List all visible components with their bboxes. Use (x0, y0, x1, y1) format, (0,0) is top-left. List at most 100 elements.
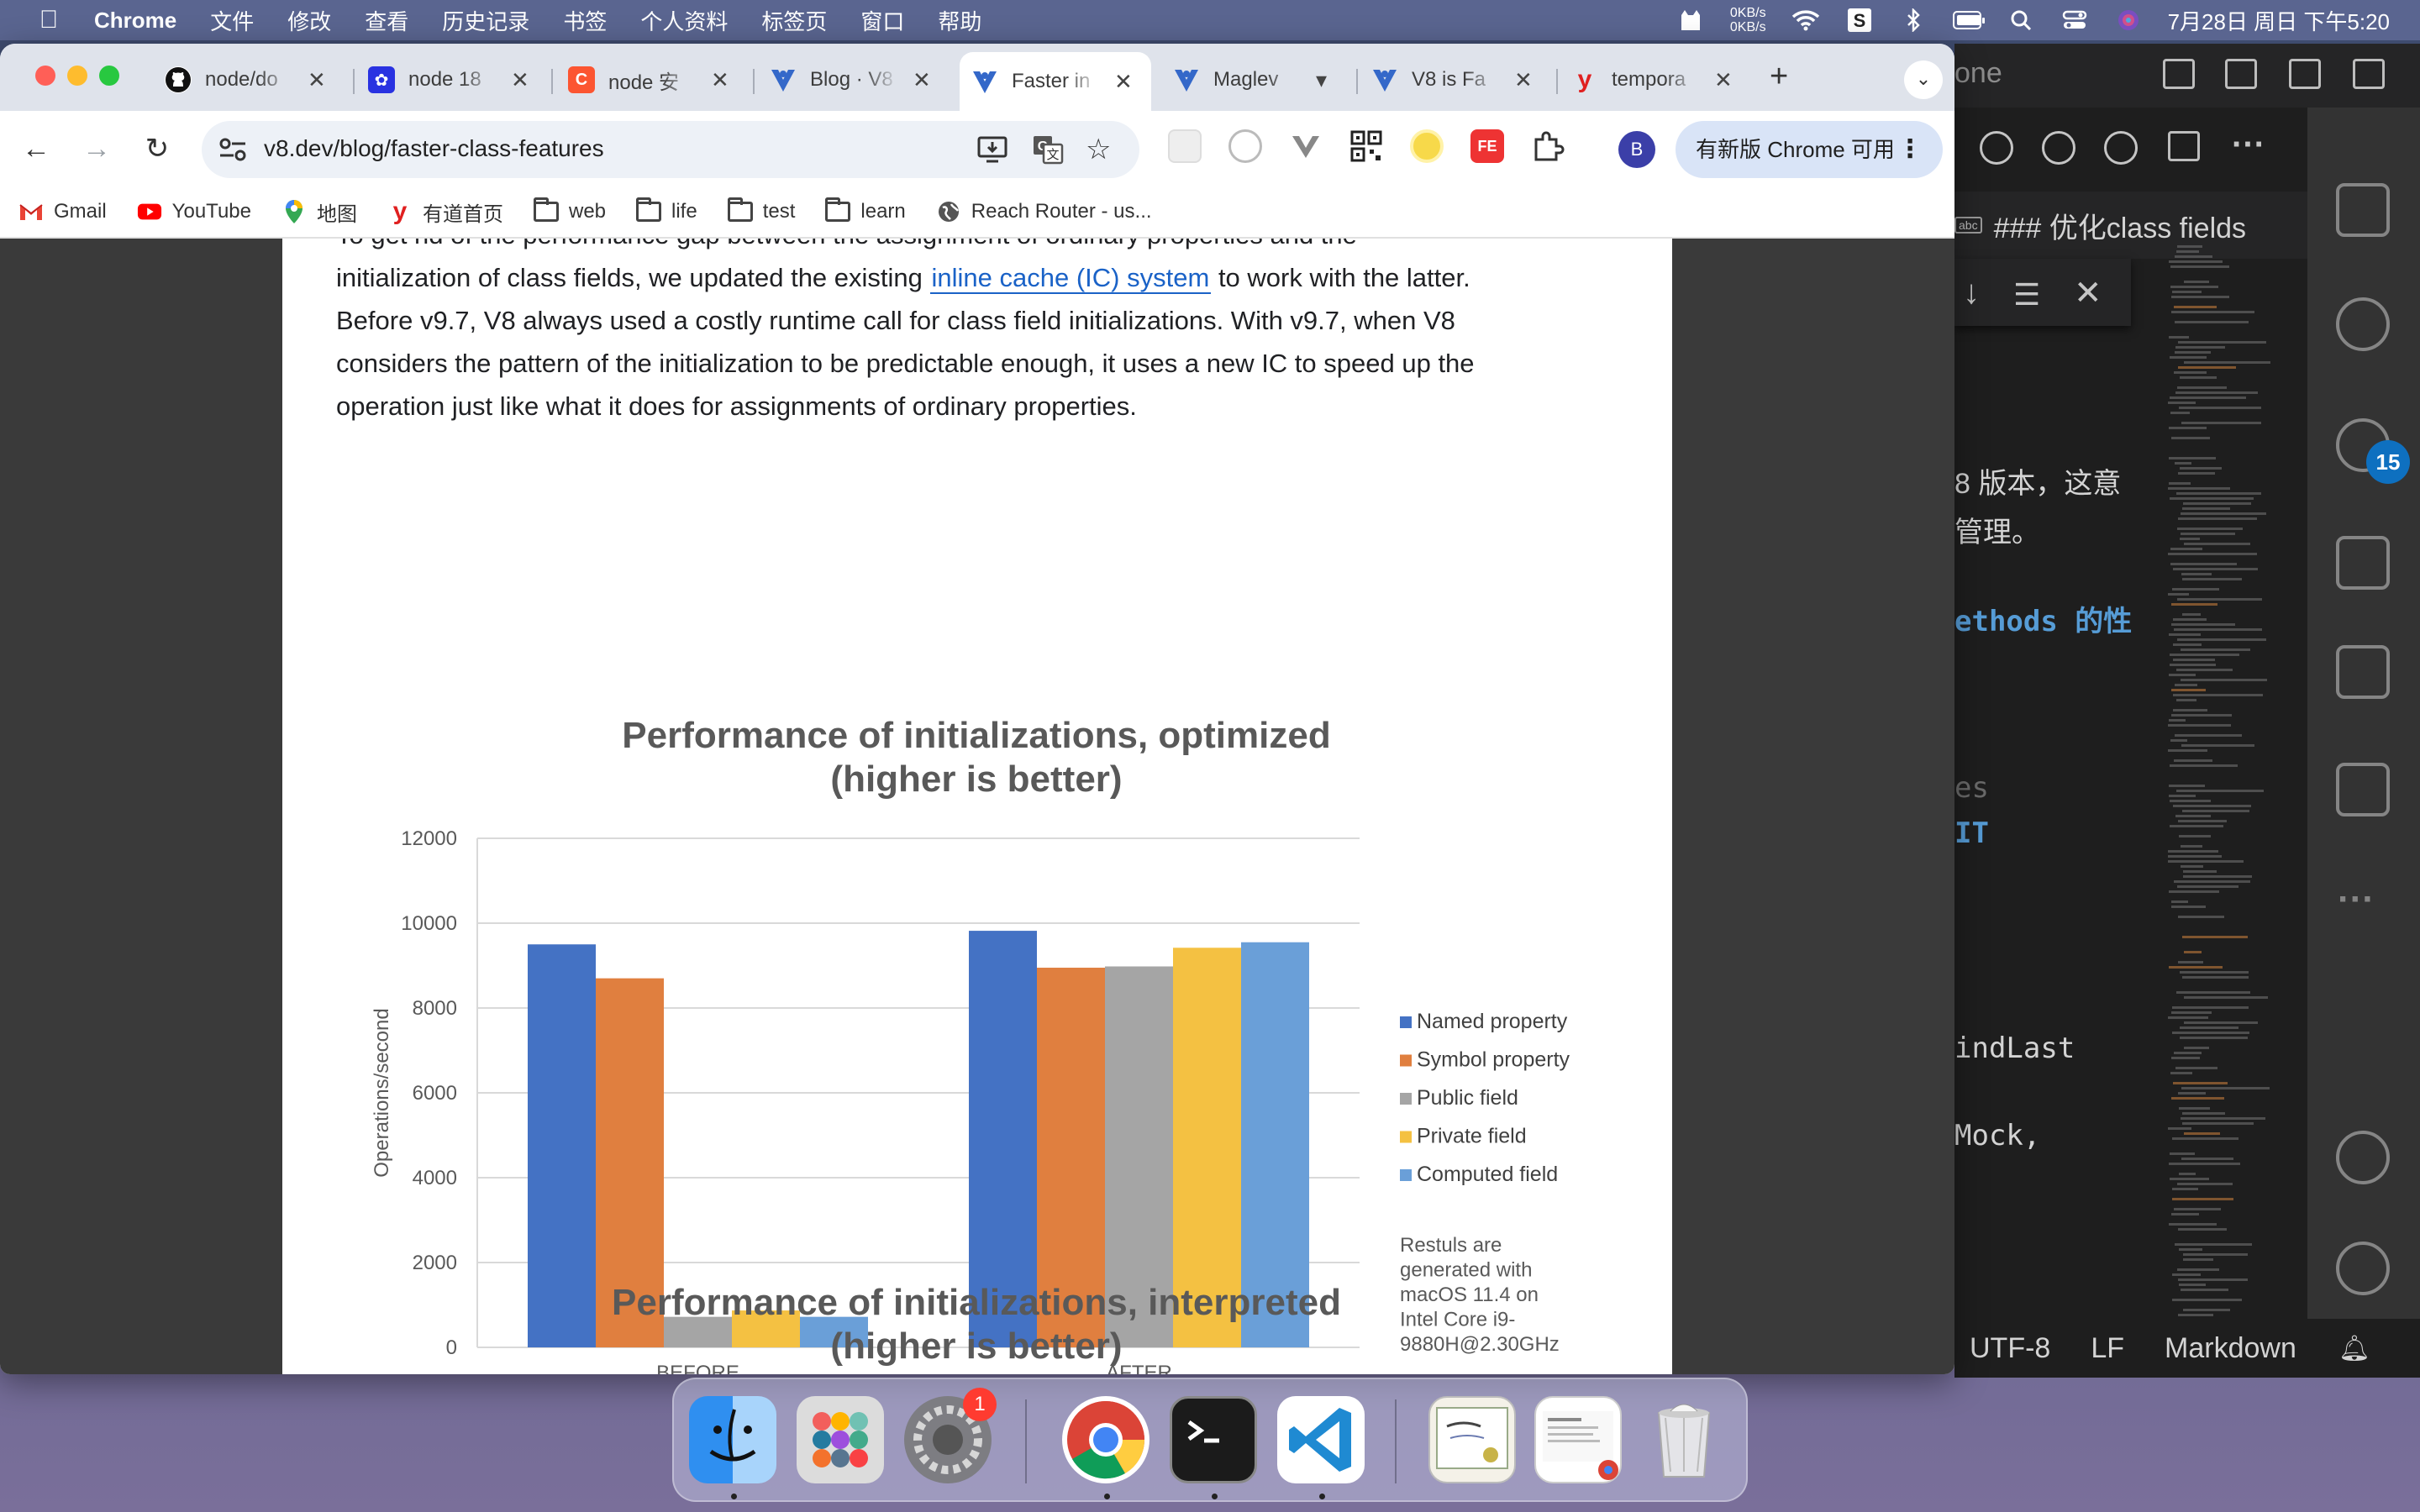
bookmark-reach-router[interactable]: Reach Router - us... (936, 199, 1152, 224)
network-speed[interactable]: 0KB/s 0KB/s (1730, 6, 1766, 34)
update-chrome-button[interactable]: 有新版 Chrome 可用 ⋮ (1676, 121, 1943, 178)
launchpad-icon[interactable] (797, 1396, 884, 1483)
run-debug-icon[interactable] (2336, 536, 2390, 590)
extensions-icon[interactable] (2336, 645, 2390, 699)
tab-temporal[interactable]: y tempora ✕ (1571, 52, 1751, 108)
tab-faster-class-features[interactable]: Faster in ✕ (960, 52, 1151, 111)
status-encoding[interactable]: UTF-8 (1970, 1331, 2051, 1364)
bluetooth-icon[interactable] (1899, 8, 1928, 32)
certificate-preview-icon[interactable] (1428, 1396, 1516, 1483)
toggle-panel-icon[interactable] (2225, 59, 2257, 89)
explorer-icon[interactable] (2336, 183, 2390, 237)
tab-close-icon[interactable]: ✕ (308, 66, 326, 92)
toggle-secondary-sidebar-icon[interactable] (2289, 59, 2321, 89)
tab-close-icon[interactable]: ✕ (1114, 68, 1133, 94)
customize-layout-icon[interactable] (2353, 59, 2385, 89)
bookmark-folder-life[interactable]: life (636, 197, 697, 224)
more-actions-icon[interactable]: ··· (2232, 126, 2265, 163)
tab-close-icon[interactable]: ✕ (1514, 66, 1533, 92)
menu-bookmarks[interactable]: 书签 (563, 8, 608, 34)
notifications-bell-icon[interactable]: 🔔︎ (2338, 1334, 2370, 1362)
menu-profiles[interactable]: 个人资料 (640, 8, 729, 34)
editor-line[interactable]: 管理。 (1954, 517, 2040, 549)
git-next-icon[interactable] (2042, 131, 2075, 165)
chrome-menu-icon[interactable]: ⋮ (1897, 135, 1923, 163)
vscode-icon[interactable] (1277, 1396, 1365, 1483)
install-app-icon[interactable] (976, 134, 1008, 165)
tab-close-icon[interactable]: ✕ (711, 66, 729, 92)
profile-avatar[interactable]: B (1618, 131, 1655, 168)
tab-dropdown-icon[interactable]: ▾ (1316, 66, 1328, 92)
bookmark-star-icon[interactable]: ☆ (1086, 134, 1112, 165)
tab-search-chevron-icon[interactable]: ⌄ (1904, 60, 1943, 99)
bookmark-folder-test[interactable]: test (727, 197, 795, 224)
menu-window[interactable]: 窗口 (860, 8, 905, 34)
tab-v8-blog[interactable]: Blog · V8 ✕ (770, 52, 948, 108)
reload-icon[interactable]: ↻ (145, 133, 170, 165)
vue-devtools-icon[interactable] (1289, 129, 1323, 163)
new-tab-button[interactable]: + (1770, 59, 1789, 94)
back-arrow-icon[interactable]: ← (22, 133, 50, 165)
tab-close-icon[interactable]: ✕ (1714, 66, 1733, 92)
bookmark-gmail[interactable]: Gmail (18, 199, 107, 224)
remote-explorer-icon[interactable] (2336, 763, 2390, 816)
bookmark-youtube[interactable]: YouTube (137, 199, 251, 224)
editor-minimap[interactable] (2168, 245, 2302, 1379)
extensions-puzzle-icon[interactable] (1531, 129, 1565, 163)
window-close-button[interactable] (35, 66, 55, 86)
tab-node-18[interactable]: ✿ node 18 ✕ (368, 52, 544, 108)
menu-tabs[interactable]: 标签页 (761, 8, 828, 34)
forward-arrow-icon[interactable]: → (82, 133, 111, 165)
wifi-icon[interactable] (1791, 8, 1820, 32)
menu-history[interactable]: 历史记录 (442, 8, 530, 34)
git-commit-icon[interactable] (1980, 131, 2013, 165)
trash-icon[interactable] (1640, 1396, 1728, 1483)
url-text[interactable]: v8.dev/blog/faster-class-features (264, 135, 604, 161)
window-zoom-button[interactable] (99, 66, 119, 86)
toggle-primary-sidebar-icon[interactable] (2163, 59, 2195, 89)
menu-file[interactable]: 文件 (210, 8, 255, 34)
status-eol[interactable]: LF (2091, 1331, 2125, 1364)
cat-status-icon[interactable] (1676, 8, 1705, 32)
page-viewport[interactable]: To get rid of the performance gap betwee… (0, 239, 1954, 1374)
control-center-icon[interactable] (2060, 8, 2089, 32)
editor-line[interactable]: es (1954, 771, 1989, 805)
menu-view[interactable]: 查看 (365, 8, 409, 34)
search-icon[interactable] (2336, 297, 2390, 351)
editor-line[interactable]: 8 版本，这意 (1954, 468, 2122, 500)
address-bar[interactable]: v8.dev/blog/faster-class-features G文 ☆ (202, 121, 1139, 178)
extension-circle-icon[interactable] (1228, 129, 1262, 163)
spotlight-search-icon[interactable] (2007, 8, 2035, 32)
editor-line[interactable]: indLast (1954, 1032, 2075, 1065)
tab-node-install[interactable]: C node 安 ✕ (568, 52, 746, 108)
tab-close-icon[interactable]: ✕ (913, 66, 931, 92)
qr-code-icon[interactable] (1349, 129, 1383, 163)
document-preview-icon[interactable] (1534, 1396, 1622, 1483)
menu-edit[interactable]: 修改 (287, 8, 332, 34)
git-graph-icon[interactable] (2104, 131, 2138, 165)
s-app-status-icon[interactable]: S (1845, 8, 1874, 32)
clock[interactable]: 7月28日 周日 下午5:20 (2167, 8, 2390, 34)
bookmark-maps[interactable]: 地图 (281, 197, 357, 227)
find-in-selection-icon[interactable]: ☰ (2013, 277, 2041, 312)
extension-grid-icon[interactable] (1168, 129, 1202, 163)
status-language[interactable]: Markdown (2165, 1331, 2296, 1364)
find-next-icon[interactable]: ↓ (1963, 274, 1980, 311)
finder-icon[interactable] (689, 1396, 776, 1483)
editor-line[interactable]: Mock, (1954, 1119, 2041, 1152)
bookmark-folder-learn[interactable]: learn (825, 197, 906, 224)
menu-app-name[interactable]: Chrome (94, 7, 177, 33)
bookmark-folder-web[interactable]: web (533, 197, 606, 224)
accounts-icon[interactable] (2336, 1131, 2390, 1184)
terminal-icon[interactable] (1170, 1396, 1257, 1483)
tab-close-icon[interactable]: ✕ (511, 66, 529, 92)
editor-line[interactable]: IT (1954, 816, 1989, 850)
site-info-tune-icon[interactable] (218, 136, 247, 163)
inline-cache-link[interactable]: inline cache (IC) system (929, 263, 1212, 294)
tab-v8-is-faster[interactable]: V8 is Fa ✕ (1371, 52, 1549, 108)
split-editor-icon[interactable] (2168, 131, 2200, 161)
chrome-icon[interactable] (1062, 1396, 1150, 1483)
battery-icon[interactable] (1952, 8, 1985, 32)
tab-node-docs[interactable]: node/do ✕ (165, 52, 345, 108)
fe-helper-icon[interactable]: FE (1470, 129, 1504, 163)
